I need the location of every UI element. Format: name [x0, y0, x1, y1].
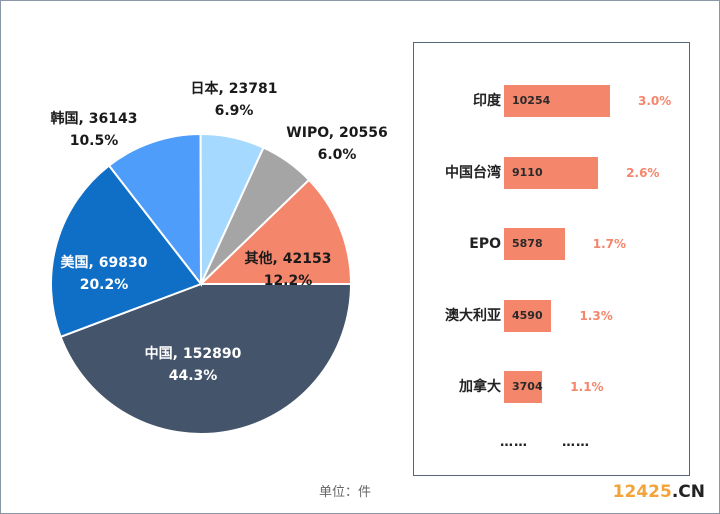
pie-slice-label-2: 韩国, 36143 10.5% — [51, 108, 138, 152]
pie-slice-label-name-value: 其他, 42153 — [244, 251, 332, 267]
bar-chart-panel: 印度 10254 3.0% 中国台湾 9110 2.6% EPO 5878 1.7% 澳大利亚 45… — [413, 42, 690, 476]
pie-slice-label-name-value: 韩国, 36143 — [50, 111, 138, 127]
pie-slice-label-0: 中国, 152890 44.3% — [145, 343, 242, 387]
pie-slice-label-percent: 44.3% — [168, 368, 218, 384]
bar-category-label: 澳大利亚 — [445, 307, 501, 324]
bar-0 — [504, 85, 610, 117]
watermark-logo: 12425.CN — [613, 482, 705, 502]
ellipsis-left: …… — [500, 435, 528, 450]
pie-slice-2 — [107, 132, 203, 287]
bar-row-2: EPO 5878 1.7% — [414, 228, 689, 260]
pie-slice-label-percent: 12.2% — [263, 273, 313, 289]
pie-slice-label-5: 其他, 42153 12.2% — [245, 248, 332, 292]
bar-value-label: 10254 — [512, 94, 551, 107]
bar-value-label: 9110 — [512, 165, 543, 179]
pie-slice-label-name-value: 日本, 23781 — [190, 81, 278, 97]
bar-2 — [504, 228, 565, 260]
pie-slice-label-percent: 20.2% — [79, 277, 129, 293]
pie-slice-label-percent: 6.0% — [317, 147, 357, 163]
pie-slice-label-3: 日本, 23781 6.9% — [191, 78, 278, 122]
bar-percent-label: 1.1% — [570, 380, 604, 394]
bar-percent-label: 3.0% — [638, 94, 672, 108]
watermark-suffix: .CN — [671, 482, 705, 502]
bar-percent-label: 1.7% — [592, 237, 627, 251]
bar-category-label: 中国台湾 — [445, 164, 501, 181]
ellipsis-right: …… — [562, 435, 590, 450]
bar-4 — [504, 371, 543, 403]
bar-1 — [504, 156, 599, 189]
pie-slice-0 — [59, 283, 353, 436]
bar-category-label: 印度 — [473, 93, 501, 109]
pie-slice-label-1: 美国, 69830 20.2% — [61, 252, 148, 296]
pie-slice-label-name-value: WIPO, 20556 — [286, 125, 388, 141]
bar-category-label: 加拿大 — [459, 379, 501, 395]
pie-slice-label-name-value: 美国, 69830 — [60, 255, 148, 271]
bar-value-label: 4590 — [512, 308, 543, 322]
pie-slice-1 — [50, 164, 203, 339]
pie-slice-label-percent: 6.9% — [214, 103, 254, 119]
pie-slice-5 — [198, 178, 353, 285]
bar-row-0: 印度 10254 3.0% — [414, 85, 689, 117]
bar-category-label: EPO — [469, 236, 501, 252]
pie-slice-label-name-value: 中国, 152890 — [144, 346, 242, 362]
unit-label: 单位：件 — [319, 485, 372, 500]
pie-slice-label-4: WIPO, 20556 6.0% — [286, 122, 387, 166]
pie-slice-label-percent: 10.5% — [69, 133, 119, 149]
bar-percent-label: 1.3% — [579, 308, 613, 323]
watermark-number: 12425 — [612, 482, 672, 502]
bar-value-label: 5878 — [512, 237, 543, 250]
bar-row-4: 加拿大 3704 1.1% — [414, 371, 689, 403]
bar-row-3: 澳大利亚 4590 1.3% — [414, 299, 689, 332]
bar-value-label: 3704 — [512, 380, 543, 393]
bar-row-1: 中国台湾 9110 2.6% — [414, 156, 689, 189]
bar-percent-label: 2.6% — [626, 165, 660, 180]
bar-3 — [504, 299, 552, 332]
